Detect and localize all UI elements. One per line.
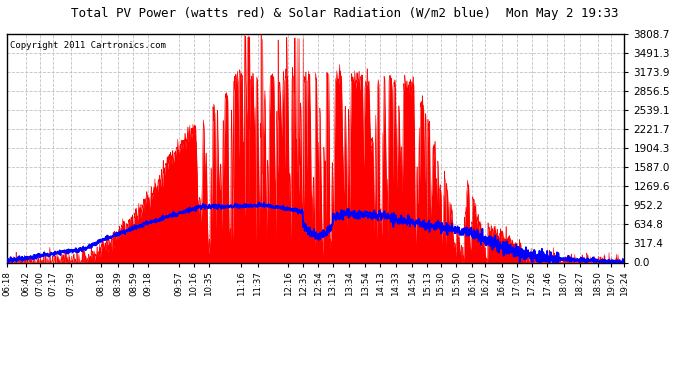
Text: Copyright 2011 Cartronics.com: Copyright 2011 Cartronics.com — [10, 40, 166, 50]
Text: Total PV Power (watts red) & Solar Radiation (W/m2 blue)  Mon May 2 19:33: Total PV Power (watts red) & Solar Radia… — [71, 8, 619, 21]
